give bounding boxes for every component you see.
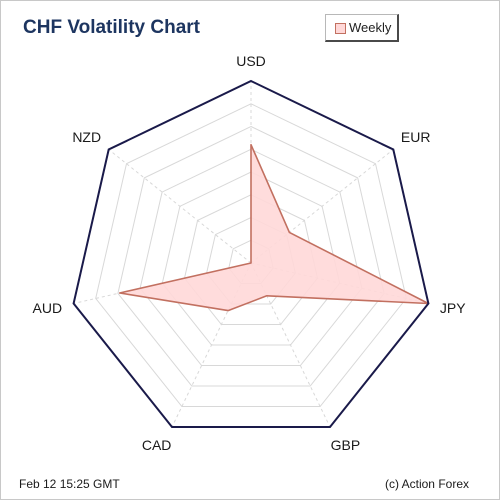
axis-label-jpy: JPY bbox=[440, 300, 466, 316]
series-weekly-area bbox=[120, 145, 429, 311]
axis-label-usd: USD bbox=[236, 53, 266, 69]
axis-label-gbp: GBP bbox=[331, 437, 361, 453]
axis-spoke bbox=[109, 150, 251, 264]
axis-label-nzd: NZD bbox=[72, 129, 101, 145]
footer-timestamp: Feb 12 15:25 GMT bbox=[19, 477, 120, 491]
axis-label-cad: CAD bbox=[142, 437, 172, 453]
axis-label-eur: EUR bbox=[401, 129, 431, 145]
footer-source: (c) Action Forex bbox=[385, 477, 469, 491]
axis-label-aud: AUD bbox=[33, 300, 63, 316]
